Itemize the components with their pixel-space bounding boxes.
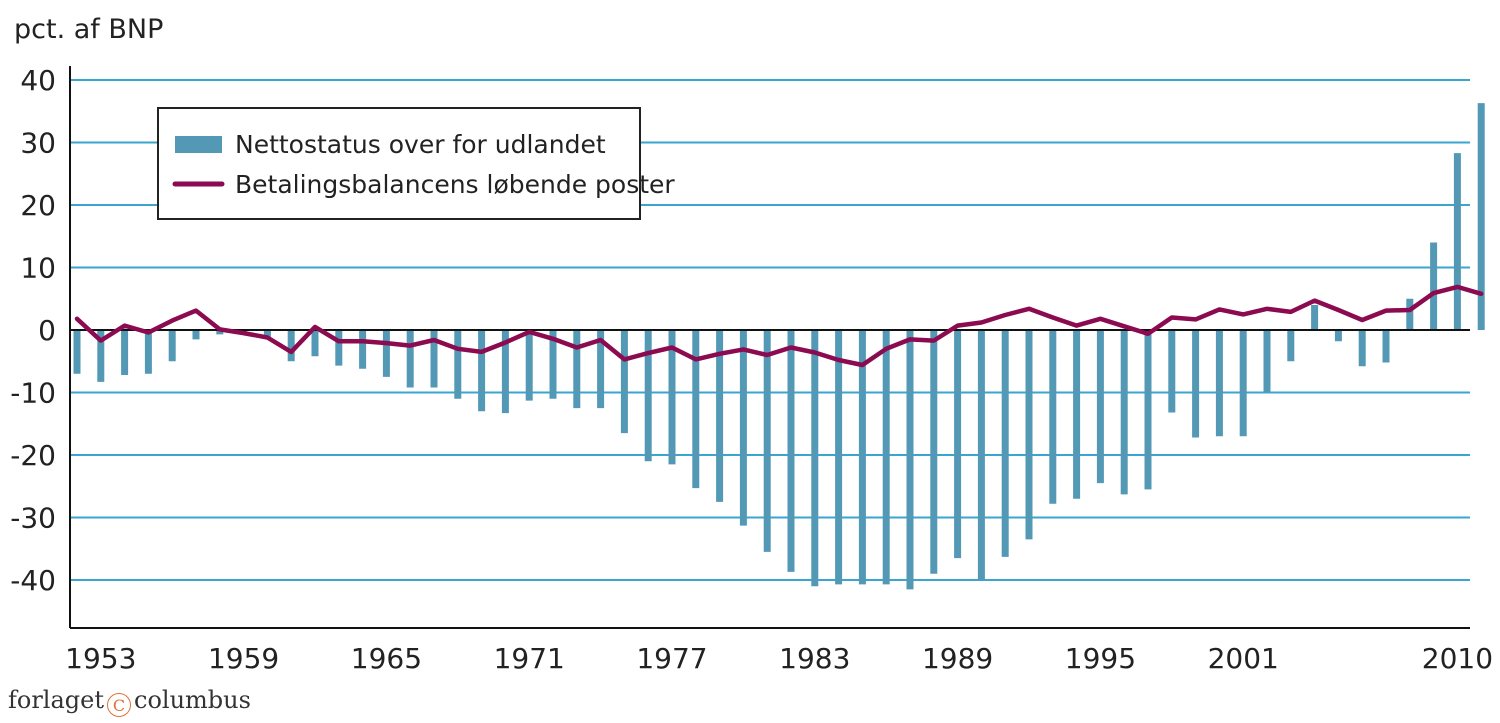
bar — [882, 330, 890, 585]
y-tick-label: 30 — [20, 127, 56, 160]
bar — [620, 330, 628, 434]
bar — [454, 330, 462, 399]
legend-box — [157, 107, 641, 220]
legend-label-bars: Nettostatus over for udlandet — [235, 130, 606, 159]
bar — [501, 330, 509, 414]
bar — [359, 330, 367, 369]
bar — [644, 330, 652, 462]
x-tick-label: 2001 — [1208, 642, 1279, 675]
y-tick-label: -30 — [10, 502, 56, 535]
bar — [1073, 330, 1081, 499]
x-tick-label: 1965 — [351, 642, 422, 675]
bar — [1477, 103, 1485, 330]
bar — [478, 330, 486, 412]
y-tick-label: 10 — [20, 252, 56, 285]
bar — [1334, 330, 1342, 342]
bar — [716, 330, 724, 502]
bar — [668, 330, 676, 465]
bar — [763, 330, 771, 552]
y-tick-label: 0 — [38, 314, 56, 347]
bar — [835, 330, 843, 585]
y-tick-label: -40 — [10, 564, 56, 597]
legend-bar-swatch — [175, 136, 222, 153]
bar — [930, 330, 938, 574]
bar — [144, 330, 152, 374]
legend: Nettostatus over for udlandet Betalingsb… — [157, 107, 675, 220]
bar — [1192, 330, 1200, 438]
bar — [906, 330, 914, 590]
bar — [1096, 330, 1104, 484]
bar — [977, 330, 985, 580]
bar — [430, 330, 438, 388]
y-axis-unit-label: pct. af BNP — [14, 14, 163, 45]
bar — [263, 330, 271, 338]
credit-post: columbus — [134, 686, 251, 714]
bar — [192, 330, 200, 340]
bar-series — [73, 103, 1485, 590]
x-tick-label: 1983 — [779, 642, 850, 675]
bar — [1239, 330, 1247, 437]
bar — [1453, 153, 1461, 330]
bar — [406, 330, 414, 388]
bar — [597, 330, 605, 409]
bar — [335, 330, 343, 366]
line-series — [74, 284, 1484, 368]
bar — [954, 330, 962, 559]
bar — [1287, 330, 1295, 362]
bar — [1049, 330, 1057, 504]
bar — [525, 330, 533, 401]
bar — [739, 330, 747, 526]
bar — [97, 330, 105, 382]
legend-label-line: Betalingsbalancens løbende poster — [235, 170, 675, 199]
x-tick-label: 1989 — [922, 642, 993, 675]
x-tick-labels: 1953 1959 1965 1971 1977 1983 1989 1995 2001 2010 — [65, 642, 1493, 675]
x-tick-label: 1959 — [208, 642, 279, 675]
bar — [1144, 330, 1152, 490]
bar — [1406, 298, 1414, 330]
bar — [1263, 330, 1271, 393]
bar — [73, 330, 81, 374]
y-tick-label: -10 — [10, 377, 56, 410]
bar — [1120, 330, 1128, 495]
copyright-symbol: C — [107, 693, 131, 717]
x-tick-label: 1977 — [636, 642, 707, 675]
x-tick-label: 1971 — [494, 642, 565, 675]
bar — [1025, 330, 1033, 540]
bar — [1311, 305, 1319, 330]
y-tick-label: 40 — [20, 64, 56, 97]
bar — [787, 330, 795, 572]
x-tick-label: 2010 — [1422, 642, 1493, 675]
axes — [69, 66, 1470, 629]
bar — [382, 330, 390, 377]
x-tick-label: 1953 — [65, 642, 136, 675]
bar — [168, 330, 176, 362]
bar — [573, 330, 581, 409]
bar — [121, 330, 129, 375]
credit-pre: forlaget — [8, 686, 104, 714]
bar — [216, 330, 224, 335]
bar — [692, 330, 700, 489]
y-tick-label: -20 — [10, 439, 56, 472]
bar — [1001, 330, 1009, 557]
bar — [1215, 330, 1223, 437]
bar — [1430, 242, 1438, 330]
bar — [1358, 330, 1366, 367]
y-tick-labels: 40 30 20 10 0 -10 -20 -30 -40 — [10, 64, 56, 597]
bar — [1382, 330, 1390, 363]
bar — [549, 330, 557, 399]
bar — [811, 330, 819, 587]
x-tick-label: 1995 — [1065, 642, 1136, 675]
bar — [858, 330, 866, 585]
bar — [311, 330, 319, 357]
bar — [287, 330, 295, 362]
y-tick-label: 20 — [20, 189, 56, 222]
bar — [1168, 330, 1176, 413]
